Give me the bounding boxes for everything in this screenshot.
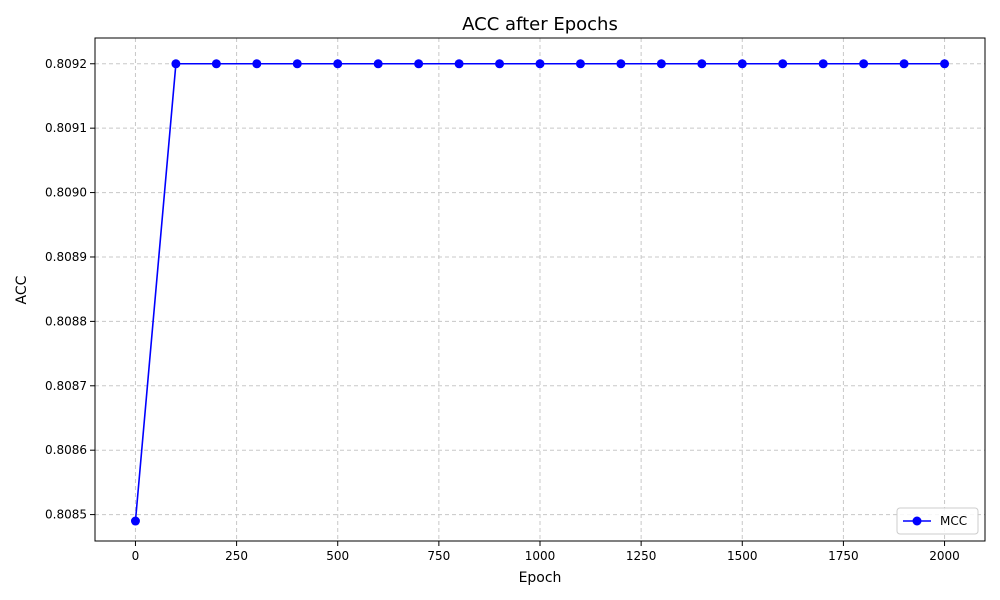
x-tick-label: 500 — [326, 549, 349, 563]
series-layer — [130, 59, 950, 526]
data-point — [535, 59, 545, 69]
data-point — [130, 516, 140, 526]
data-point — [818, 59, 828, 69]
data-point — [171, 59, 181, 69]
data-point — [454, 59, 464, 69]
x-tick-label: 1750 — [828, 549, 859, 563]
x-tick-label: 1000 — [525, 549, 556, 563]
data-point — [292, 59, 302, 69]
data-point — [373, 59, 383, 69]
grid-lines — [95, 38, 985, 541]
chart-title: ACC after Epochs — [462, 14, 618, 35]
legend-box — [896, 507, 979, 535]
y-tick-label: 0.8092 — [45, 57, 87, 71]
data-point — [211, 59, 221, 69]
y-tick-label: 0.8087 — [45, 379, 87, 393]
y-tick-label: 0.8085 — [45, 508, 87, 522]
y-tick-label: 0.8089 — [45, 250, 87, 264]
data-point — [859, 59, 869, 69]
data-point — [940, 59, 950, 69]
legend-marker-mcc — [912, 516, 922, 526]
x-tick-label: 0 — [132, 549, 140, 563]
x-tick-label: 1500 — [727, 549, 758, 563]
data-point — [414, 59, 424, 69]
legend-label-mcc: MCC — [940, 514, 967, 528]
x-axis-label: Epoch — [519, 570, 562, 586]
legend: MCC — [896, 507, 979, 535]
y-tick-label: 0.8086 — [45, 443, 87, 457]
data-point — [616, 59, 626, 69]
x-axis-ticks: 0 250 500 750 1000 1250 1500 1750 2000 — [132, 541, 960, 563]
x-tick-label: 2000 — [929, 549, 960, 563]
y-tick-label: 0.8090 — [45, 186, 87, 200]
y-tick-label: 0.8088 — [45, 314, 87, 328]
data-point — [575, 59, 585, 69]
y-axis-ticks: 0.8085 0.8086 0.8087 0.8088 0.8089 0.8090 0.80… — [45, 57, 95, 522]
data-point — [656, 59, 666, 69]
data-point — [778, 59, 788, 69]
data-point — [333, 59, 343, 69]
y-tick-label: 0.8091 — [45, 121, 87, 135]
x-tick-label: 750 — [427, 549, 450, 563]
x-tick-label: 250 — [225, 549, 248, 563]
data-point — [899, 59, 909, 69]
y-axis-label: ACC — [14, 275, 30, 304]
data-point — [252, 59, 262, 69]
data-point — [737, 59, 747, 69]
data-point — [495, 59, 505, 69]
data-point — [697, 59, 707, 69]
x-tick-label: 1250 — [626, 549, 657, 563]
